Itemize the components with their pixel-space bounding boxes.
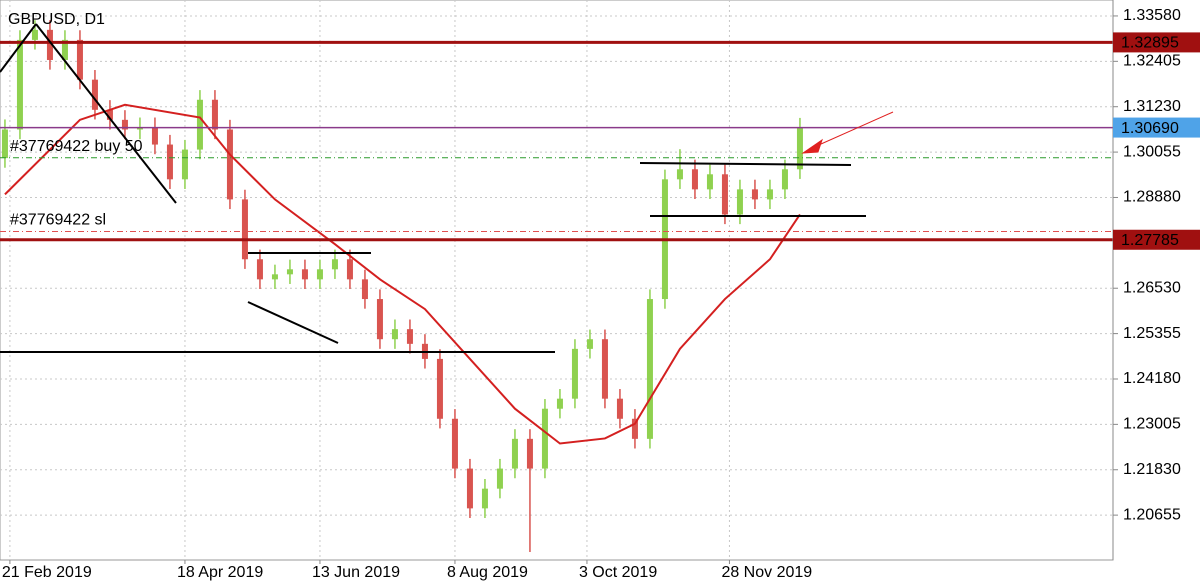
candle-body bbox=[796, 127, 803, 170]
arrow-shaft bbox=[811, 111, 894, 149]
x-tick-label: 18 Apr 2019 bbox=[177, 564, 263, 581]
candle-body bbox=[181, 149, 188, 180]
level-price-box bbox=[1113, 229, 1200, 250]
y-tick-label: 1.26530 bbox=[1123, 279, 1181, 296]
order-label: #37769422 sl bbox=[10, 212, 106, 229]
candle-body bbox=[691, 169, 698, 190]
candle-body bbox=[61, 39, 68, 60]
candle-body bbox=[106, 109, 113, 120]
trendline bbox=[0, 23, 37, 73]
candle-body bbox=[16, 39, 23, 130]
candle-body bbox=[376, 299, 383, 340]
order-label: #37769422 buy 50 bbox=[10, 138, 143, 155]
candle-body bbox=[301, 269, 308, 280]
candle-body bbox=[676, 169, 683, 180]
candle-body bbox=[121, 119, 128, 130]
y-tick-label: 1.21830 bbox=[1123, 461, 1181, 478]
y-tick-label: 1.31230 bbox=[1123, 98, 1181, 115]
trendline bbox=[247, 301, 339, 344]
candle-body bbox=[436, 358, 443, 419]
candle-body bbox=[781, 169, 788, 190]
candle-body bbox=[136, 127, 143, 130]
level-price-label: 1.30690 bbox=[1121, 120, 1179, 137]
candle-body bbox=[751, 189, 758, 200]
candle-body bbox=[736, 189, 743, 215]
level-price-label: 1.32895 bbox=[1121, 35, 1179, 52]
x-tick-label: 13 Jun 2019 bbox=[312, 564, 400, 581]
x-tick-label: 21 Feb 2019 bbox=[2, 564, 92, 581]
y-tick-label: 1.23005 bbox=[1123, 416, 1181, 433]
moving-average bbox=[4, 103, 801, 445]
level-price-box bbox=[1113, 32, 1200, 53]
candle-body bbox=[91, 79, 98, 110]
candle-body bbox=[526, 438, 533, 469]
candle-body bbox=[481, 488, 488, 509]
y-tick-label: 1.32405 bbox=[1123, 53, 1181, 70]
candle-body bbox=[31, 29, 38, 40]
candle-body bbox=[256, 259, 263, 280]
candle-body bbox=[646, 299, 653, 439]
candle-body bbox=[1, 129, 8, 159]
candle-body bbox=[631, 418, 638, 439]
candle-body bbox=[766, 189, 773, 200]
y-tick-label: 1.28880 bbox=[1123, 189, 1181, 206]
overlay: #37769422 buy 50 #37769422 sl bbox=[0, 40, 1113, 445]
candle-body bbox=[466, 468, 473, 509]
candle-body bbox=[391, 329, 398, 340]
candle-body bbox=[211, 99, 218, 130]
y-tick-label: 1.33580 bbox=[1123, 7, 1181, 24]
candle-body bbox=[361, 279, 368, 300]
candle-body bbox=[571, 348, 578, 399]
candle-body bbox=[496, 468, 503, 489]
candle-body bbox=[286, 269, 293, 275]
candle-body bbox=[316, 269, 323, 280]
candle-body bbox=[346, 259, 353, 280]
y-tick-label: 1.24180 bbox=[1123, 370, 1181, 387]
candle-body bbox=[271, 274, 278, 280]
candle-body bbox=[46, 29, 53, 60]
candle-body bbox=[556, 398, 563, 409]
candle-body bbox=[616, 398, 623, 419]
chart-title: GBPUSD, D1 bbox=[8, 11, 105, 28]
level-price-box bbox=[1113, 117, 1200, 138]
candle-body bbox=[511, 438, 518, 469]
y-tick-label: 1.30055 bbox=[1123, 143, 1181, 160]
candle-body bbox=[241, 199, 248, 260]
trendline bbox=[35, 23, 177, 204]
x-tick-label: 3 Oct 2019 bbox=[579, 564, 657, 581]
candle-body bbox=[451, 418, 458, 469]
candle-body bbox=[721, 174, 728, 215]
candle-body bbox=[601, 339, 608, 399]
candle-body bbox=[706, 174, 713, 190]
trendlines bbox=[0, 23, 894, 353]
candle-body bbox=[586, 339, 593, 349]
candle-body bbox=[331, 259, 338, 270]
x-tick-label: 8 Aug 2019 bbox=[447, 564, 528, 581]
x-tick-label: 28 Nov 2019 bbox=[721, 564, 812, 581]
arrow-head bbox=[801, 138, 823, 154]
trendline bbox=[639, 162, 852, 166]
candle-body bbox=[196, 99, 203, 150]
candle-body bbox=[406, 329, 413, 344]
candle-body bbox=[226, 129, 233, 200]
plot-frame bbox=[0, 0, 1114, 561]
candle-body bbox=[541, 408, 548, 469]
y-tick-label: 1.20655 bbox=[1123, 506, 1181, 523]
candle-body bbox=[76, 39, 83, 80]
candle-body bbox=[151, 127, 158, 145]
y-tick-label: 1.25355 bbox=[1123, 325, 1181, 342]
candle-body bbox=[166, 144, 173, 180]
level-price-label: 1.27785 bbox=[1121, 232, 1179, 249]
